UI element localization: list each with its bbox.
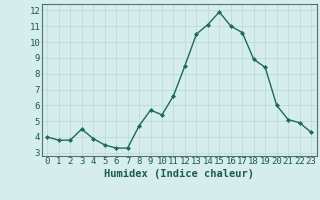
X-axis label: Humidex (Indice chaleur): Humidex (Indice chaleur): [104, 169, 254, 179]
